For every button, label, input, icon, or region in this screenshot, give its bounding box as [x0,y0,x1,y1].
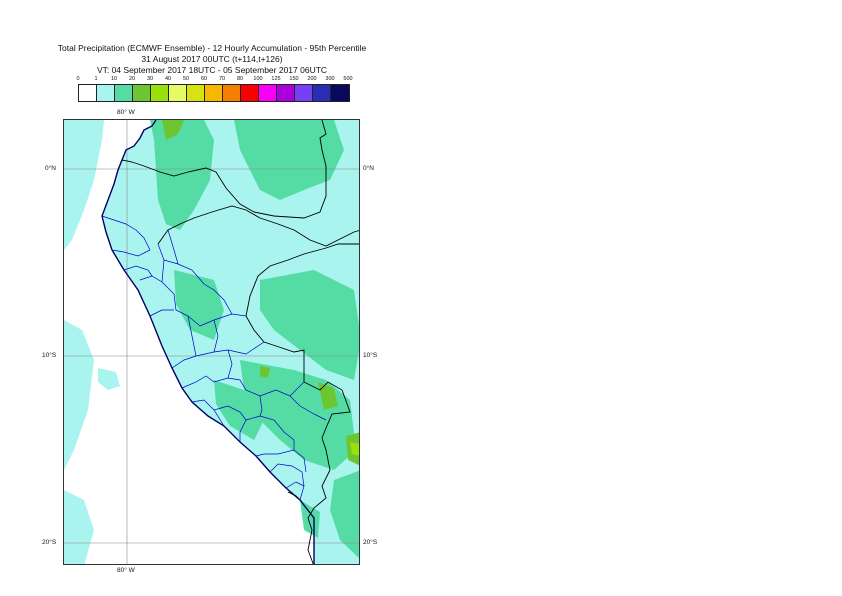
province-border [101,215,151,251]
country-border [157,205,359,247]
medium-precip-patch [300,500,320,538]
legend-swatch [241,85,259,101]
legend-tick-label: 150 [289,76,299,82]
legend-tick-label: 125 [271,76,281,82]
legend-tick-label: 50 [182,76,190,82]
legend-tick-label: 200 [307,76,317,82]
latitude-label-right: 0°N [363,165,374,172]
legend-swatch [187,85,205,101]
country-border [245,315,351,439]
province-border [289,395,327,421]
legend-swatch [277,85,295,101]
ocean-precip-patch [64,490,94,564]
legend-tick-label: 10 [110,76,118,82]
legend-tick-label: 60 [200,76,208,82]
latitude-label-left: 10°S [42,352,57,359]
latitude-label-left: 20°S [42,539,57,546]
province-border [191,399,225,427]
legend-tick-label: 30 [146,76,154,82]
lat-lon-grid [64,120,359,564]
province-border [259,395,263,417]
latitude-label-left: 0°N [45,165,56,172]
valid-time-subtitle: VT: 04 September 2017 18UTC - 05 Septemb… [96,65,328,75]
medium-precip-patch [174,270,224,340]
ocean-precip-patch [98,368,120,390]
legend-tick-label: 80 [236,76,244,82]
light-precip-land [102,120,359,564]
legend-tick-label: 500 [343,76,353,82]
legend-swatch [205,85,223,101]
country-border [307,437,331,564]
legend-tick-label: 100 [253,76,263,82]
legend-swatch [259,85,277,101]
legend-swatch [313,85,331,101]
legend-swatch [97,85,115,101]
legend-tick-label: 20 [128,76,136,82]
precipitation-legend: 0 1 10 20 30 40 50 60 70 80 100 125 150 200 300 500 [76,76,353,102]
province-border [157,243,247,327]
very-heavy-precip-patch [350,442,359,456]
medium-precip-patch [234,120,344,200]
heavy-precip-patch [318,382,338,410]
province-borders [101,215,327,501]
medium-precip-patch [150,120,214,230]
longitude-label-top: 80° W [117,109,135,116]
legend-swatch [115,85,133,101]
very-heavy-precip-area [350,442,359,456]
legend-tick-label: 70 [218,76,226,82]
ocean-precip-patch [72,168,94,186]
legend-swatch [79,85,97,101]
province-border [149,309,174,317]
province-border [213,405,247,442]
medium-precip-patch [330,470,359,559]
legend-swatch [133,85,151,101]
legend-color-bar [78,84,350,102]
coastline [101,120,315,564]
country-border [121,120,327,219]
medium-precip-patch [260,270,359,380]
province-border [285,481,305,489]
base-time-subtitle: 31 August 2017 00UTC (t+114,t+126) [141,54,283,64]
precipitation-map: 80° W [63,119,360,565]
province-border [293,449,307,473]
light-precip-area [64,120,359,564]
province-border [111,249,151,257]
legend-swatch [295,85,313,101]
legend-tick-label: 300 [325,76,335,82]
country-border [245,243,359,317]
province-border [269,463,305,501]
legend-swatch [331,85,349,101]
province-border [123,265,153,277]
heavy-precip-patch [260,366,270,378]
longitude-label-bottom: 80° W [117,567,135,574]
legend-swatch [169,85,187,101]
medium-precip-patch [214,380,264,440]
map-canvas [64,120,359,564]
legend-swatch [151,85,169,101]
province-border [213,319,219,353]
legend-tick-label: 40 [164,76,172,82]
province-border [181,375,305,397]
latitude-label-right: 20°S [363,539,378,546]
chart-title: Total Precipitation (ECMWF Ensemble) - 1… [57,43,367,53]
province-border [245,415,295,457]
heavy-precip-patch [162,120,184,140]
ocean-precip-patch [64,320,94,470]
province-border [227,349,233,379]
province-border [167,229,179,265]
latitude-label-right: 10°S [363,352,378,359]
legend-swatch [223,85,241,101]
legend-tick-label: 0 [76,76,80,82]
legend-tick-label: 1 [94,76,98,82]
province-border [187,315,197,357]
